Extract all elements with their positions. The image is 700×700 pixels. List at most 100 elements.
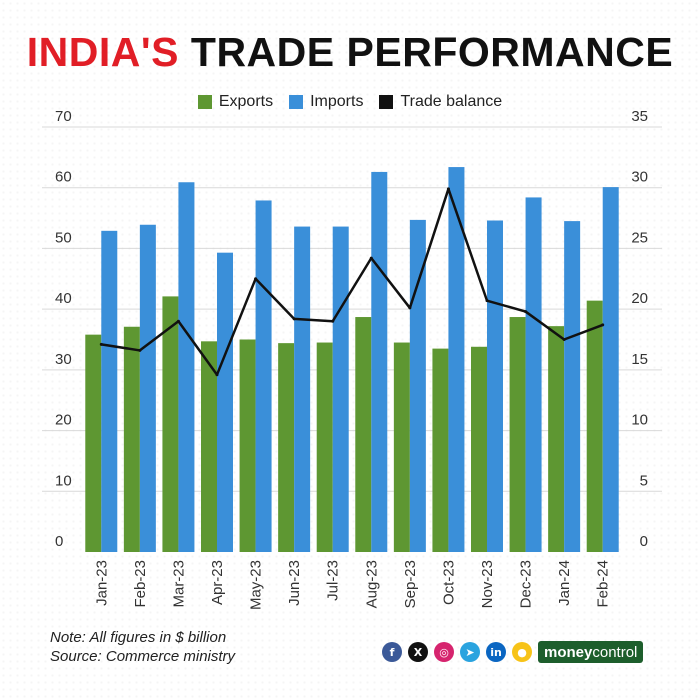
point-trade-balance [446,187,450,191]
bar-imports [332,226,349,553]
facebook-icon[interactable]: f [382,642,402,662]
x-icon[interactable]: X [408,642,428,662]
point-trade-balance [601,323,605,327]
moneycontrol-logo: money control [538,641,644,663]
x-tick-label: Feb-23 [132,560,149,608]
point-trade-balance [215,373,219,377]
y-right-tick-label: 5 [640,472,648,489]
point-trade-balance [99,342,103,346]
y-left-tick-label: 50 [55,229,72,246]
point-trade-balance [408,306,412,310]
title-main: TRADE PERFORMANCE [190,29,674,75]
x-tick-label: Jul-23 [325,560,342,601]
point-trade-balance [485,299,489,303]
legend-label-trade-balance: Trade balance [400,93,503,110]
koo-icon[interactable]: ● [512,642,532,662]
linkedin-icon[interactable]: in [486,642,506,662]
x-tick-label: Dec-23 [518,560,535,608]
point-trade-balance [562,338,566,341]
bar-imports [294,226,311,553]
note-text: Note: All figures in $ billion [50,629,227,646]
x-tick-label: Oct-23 [440,560,457,605]
y-right-tick-label: 20 [631,290,648,307]
point-trade-balance [331,319,335,323]
y-left-tick-label: 0 [55,533,63,550]
y-left-tick-label: 60 [55,169,72,186]
legend-item-trade-balance: Trade balance [379,93,502,111]
x-tick-label: Jan-24 [556,560,573,606]
y-right-tick-label: 25 [631,229,648,246]
bar-imports [602,187,619,552]
social-icons: f X ◎ ➤ in ● [382,642,532,662]
legend-swatch-trade-balance [379,95,394,109]
point-trade-balance [369,256,373,260]
source-text: Source: Commerce ministry [50,648,236,665]
bar-exports [278,343,295,552]
x-tick-label: Nov-23 [479,560,496,608]
point-trade-balance [254,277,258,281]
x-tick-label: Jan-23 [93,560,110,606]
bar-exports [355,317,372,552]
bar-imports [564,221,581,552]
y-right-tick-label: 30 [631,169,648,186]
bar-imports [139,224,156,552]
footer-note: Note: All figures in $ billion Source: C… [50,628,235,666]
legend: Exports Imports Trade balance [0,90,700,114]
bar-exports [548,326,565,552]
bar-exports [239,339,256,552]
bar-imports [448,167,465,553]
instagram-icon[interactable]: ◎ [434,642,454,662]
legend-item-exports: Exports [197,93,274,111]
bar-imports [371,171,388,552]
legend-swatch-imports [289,95,304,109]
x-tick-label: Sep-23 [402,560,419,608]
bar-exports [201,341,217,552]
y-left-tick-label: 10 [55,472,72,489]
y-left-tick-label: 40 [55,290,72,307]
bar-imports [217,252,233,552]
y-left-tick-label: 30 [55,351,72,368]
bar-imports [255,200,272,552]
x-tick-label: Feb-24 [595,560,612,608]
legend-swatch-exports [197,95,212,109]
title-highlight: INDIA'S [26,29,179,75]
bar-exports [471,346,487,552]
legend-item-imports: Imports [289,93,363,111]
logo-text-b: control [592,643,638,661]
bar-exports [316,342,333,552]
chart-title: INDIA'S TRADE PERFORMANCE [0,28,700,76]
point-trade-balance [292,317,296,321]
logo-text-a: money [544,643,593,661]
y-left-tick-label: 70 [55,108,72,125]
y-left-tick-label: 20 [55,412,72,429]
bar-exports [162,296,179,552]
bar-imports [487,220,503,552]
legend-label-imports: Imports [310,93,364,110]
y-right-tick-label: 10 [631,412,648,429]
line-trade-balance [101,187,604,376]
point-trade-balance [524,310,528,314]
x-tick-label: Aug-23 [363,560,380,608]
bar-imports [525,197,542,552]
bar-imports [101,230,118,553]
bar-exports [123,326,140,552]
telegram-icon[interactable]: ➤ [460,642,480,662]
x-tick-label: Jun-23 [286,560,303,606]
x-tick-label: Apr-23 [209,560,226,605]
y-right-tick-label: 15 [631,351,648,368]
bar-exports [509,317,526,552]
bar-imports [178,182,195,552]
y-right-tick-label: 35 [631,108,648,125]
bar-exports [85,334,102,552]
y-right-tick-label: 0 [640,533,648,550]
bar-exports [393,342,410,552]
x-tick-label: May-23 [248,560,265,610]
legend-label-exports: Exports [218,93,274,110]
point-trade-balance [176,319,180,323]
point-trade-balance [138,348,142,352]
bar-imports [409,219,426,552]
x-tick-label: Mar-23 [170,560,187,608]
bar-exports [586,300,603,552]
bar-exports [432,348,449,552]
